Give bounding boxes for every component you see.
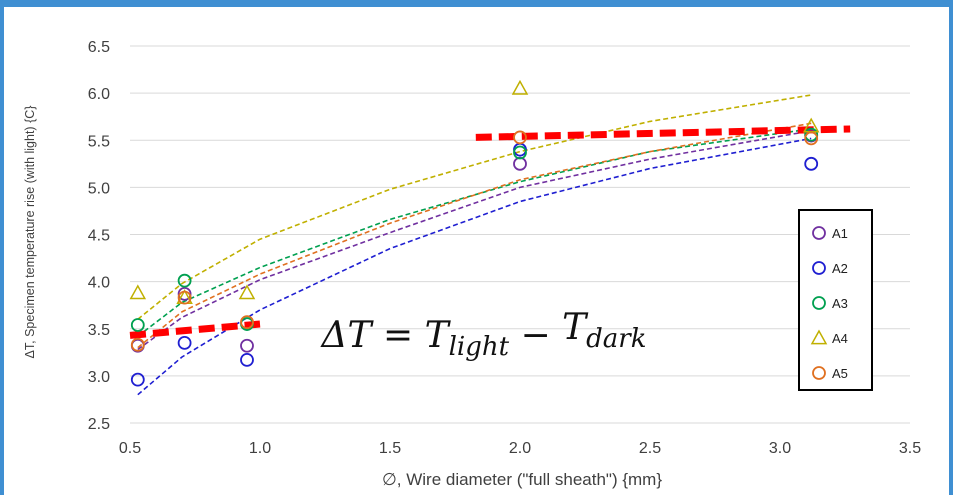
point-a1 [177,286,192,301]
trendline-a5 [137,122,812,349]
legend: A1 A2 A3 A4 A5 [798,209,873,391]
x-tick-label: 1.0 [249,440,271,457]
point-a2 [513,142,527,157]
point-a2 [804,156,819,171]
point-a1 [513,156,527,171]
legend-marker-a2 [812,261,826,275]
x-tick-label: 3.0 [769,440,791,457]
y-tick-label: 6.0 [88,86,110,103]
red-dashed-fit-line [475,125,851,141]
y-tick-labels: 2.5 3.0 3.5 4.0 4.5 5.0 5.5 6.0 6.5 [88,39,110,433]
y-tick-label: 5.5 [88,133,110,150]
chart-svg: 2.5 3.0 3.5 4.0 4.5 5.0 5.5 6.0 6.5 0.5 1.0 1.5 2.0… [23,39,921,489]
point-a1 [240,338,254,353]
point-a3 [177,273,192,288]
trendline-a1 [137,130,812,351]
legend-label-a5: A5 [832,366,848,381]
legend-marker-a3 [812,296,826,310]
y-tick-label: 2.5 [88,416,110,433]
x-tick-label: 2.5 [639,440,661,457]
point-a2 [130,372,145,387]
x-tick-label: 3.5 [899,440,921,457]
x-axis-title: ∅, Wire diameter ("full sheath") {mm} [382,470,662,489]
y-tick-label: 5.0 [88,180,110,197]
point-a3 [513,145,527,160]
x-tick-label: 2.0 [509,440,531,457]
legend-label-a2: A2 [832,261,848,276]
point-a2 [240,352,254,367]
legend-marker-a5 [812,366,826,380]
point-a4 [129,284,147,300]
y-tick-label: 6.5 [88,39,110,56]
point-a3 [804,127,819,142]
point-a5 [177,290,192,305]
legend-label-a4: A4 [832,331,848,346]
legend-box [798,209,873,391]
trendlines [137,94,812,396]
trendline-a4 [137,94,812,320]
point-a5 [240,315,254,330]
point-a5 [513,130,527,145]
legend-label-a3: A3 [832,296,848,311]
x-tick-labels: 0.5 1.0 1.5 2.0 2.5 3.0 3.5 [119,440,921,457]
x-tick-label: 1.5 [379,440,401,457]
data-points [129,79,820,387]
y-tick-label: 4.0 [88,275,110,292]
trendline-a3 [137,128,812,337]
reference-lines [129,125,851,339]
y-axis-title: ΔT, Specimen temperature rise (with ligh… [23,106,37,359]
point-a4 [238,284,256,300]
point-a3 [130,318,145,332]
legend-marker-a4 [810,329,828,345]
point-a5 [130,337,145,352]
y-tick-label: 3.0 [88,369,110,386]
legend-marker-a1 [812,226,826,240]
point-a2 [177,335,192,350]
point-a4 [511,79,529,95]
x-tick-label: 0.5 [119,440,141,457]
point-a5 [804,131,819,146]
legend-label-a1: A1 [832,226,848,241]
formula-annotation: ΔT = Tlight − Tdark [320,307,647,362]
trendline-a2 [137,137,812,396]
y-tick-label: 3.5 [88,322,110,339]
y-tick-label: 4.5 [88,228,110,245]
